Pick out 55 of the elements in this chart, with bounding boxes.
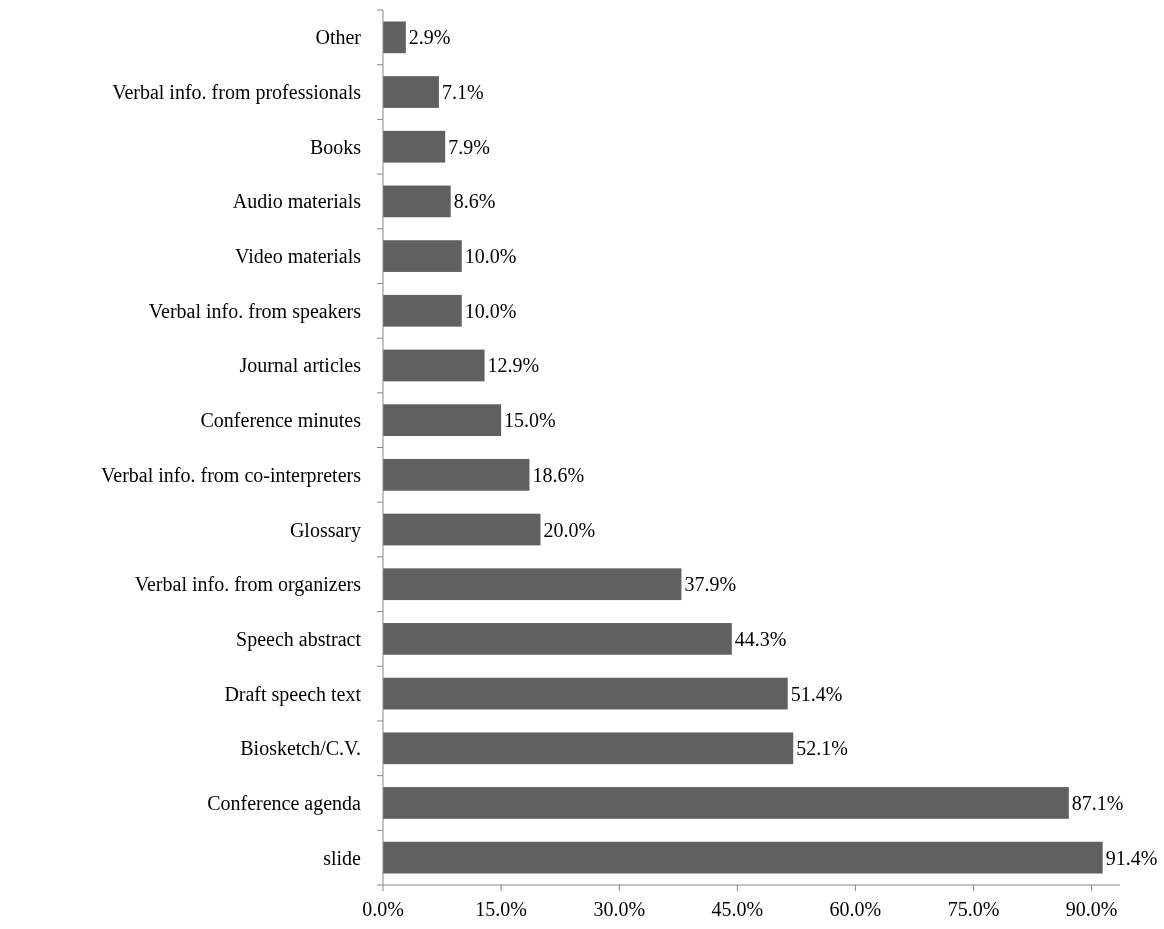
bar: [383, 349, 485, 382]
y-tick-label: Speech abstract: [236, 627, 362, 651]
bar: [383, 130, 446, 163]
data-label: 20.0%: [543, 518, 596, 541]
x-tick-label: 15.0%: [475, 898, 527, 920]
bar: [383, 787, 1069, 819]
data-label: 18.6%: [532, 463, 585, 486]
data-label: 2.9%: [408, 26, 451, 49]
x-tick-label: 60.0%: [829, 898, 882, 920]
x-tick-label: 75.0%: [947, 898, 1000, 920]
x-tick-label: 0.0%: [362, 898, 404, 920]
y-tick-label: Glossary: [289, 518, 361, 542]
y-tick-label: Verbal info. from co-interpreters: [101, 463, 362, 487]
y-tick-label: Journal articles: [239, 354, 362, 377]
bar: [383, 841, 1103, 874]
bar: [383, 240, 462, 272]
data-label: 10.0%: [464, 245, 517, 268]
data-label: 87.1%: [1071, 791, 1124, 814]
bar: [383, 404, 502, 437]
bar: [383, 732, 794, 765]
y-tick-label: Conference agenda: [207, 791, 362, 815]
data-label: 10.0%: [464, 299, 517, 322]
x-tick-label: 45.0%: [711, 898, 764, 920]
y-tick-label: Biosketch/C.V.: [240, 737, 361, 760]
data-label: 91.4%: [1105, 846, 1158, 869]
bar: [383, 458, 530, 491]
data-label: 52.1%: [796, 737, 848, 760]
bar: [383, 185, 451, 218]
data-label: 37.9%: [684, 573, 737, 596]
y-tick-label: Conference minutes: [200, 409, 362, 432]
bar: [383, 21, 406, 54]
bar: [383, 76, 439, 108]
y-tick-label: Draft speech text: [224, 682, 362, 706]
y-tick-label: Video materials: [235, 245, 362, 268]
data-label: 7.1%: [441, 81, 484, 104]
data-label: 51.4%: [790, 682, 843, 705]
y-tick-label: Verbal info. from organizers: [134, 573, 362, 597]
data-label: 7.9%: [448, 135, 490, 158]
y-tick-label: Verbal info. from speakers: [148, 299, 362, 323]
bar: [383, 568, 682, 601]
bar: [383, 513, 541, 546]
x-tick-label: 30.0%: [593, 898, 646, 920]
bar: [383, 294, 462, 327]
y-tick-label: Books: [309, 135, 362, 158]
data-label: 44.3%: [734, 627, 787, 650]
x-tick-label: 90.0%: [1065, 898, 1118, 920]
y-tick-label: Verbal info. from professionals: [112, 81, 362, 105]
bar: [383, 677, 788, 710]
bar: [383, 623, 732, 655]
y-tick-label: Other: [315, 26, 362, 49]
data-label: 15.0%: [504, 409, 556, 432]
y-tick-label: slide: [323, 846, 362, 869]
y-tick-label: Audio materials: [232, 190, 362, 213]
data-label: 8.6%: [453, 190, 496, 213]
data-label: 12.9%: [487, 354, 540, 377]
